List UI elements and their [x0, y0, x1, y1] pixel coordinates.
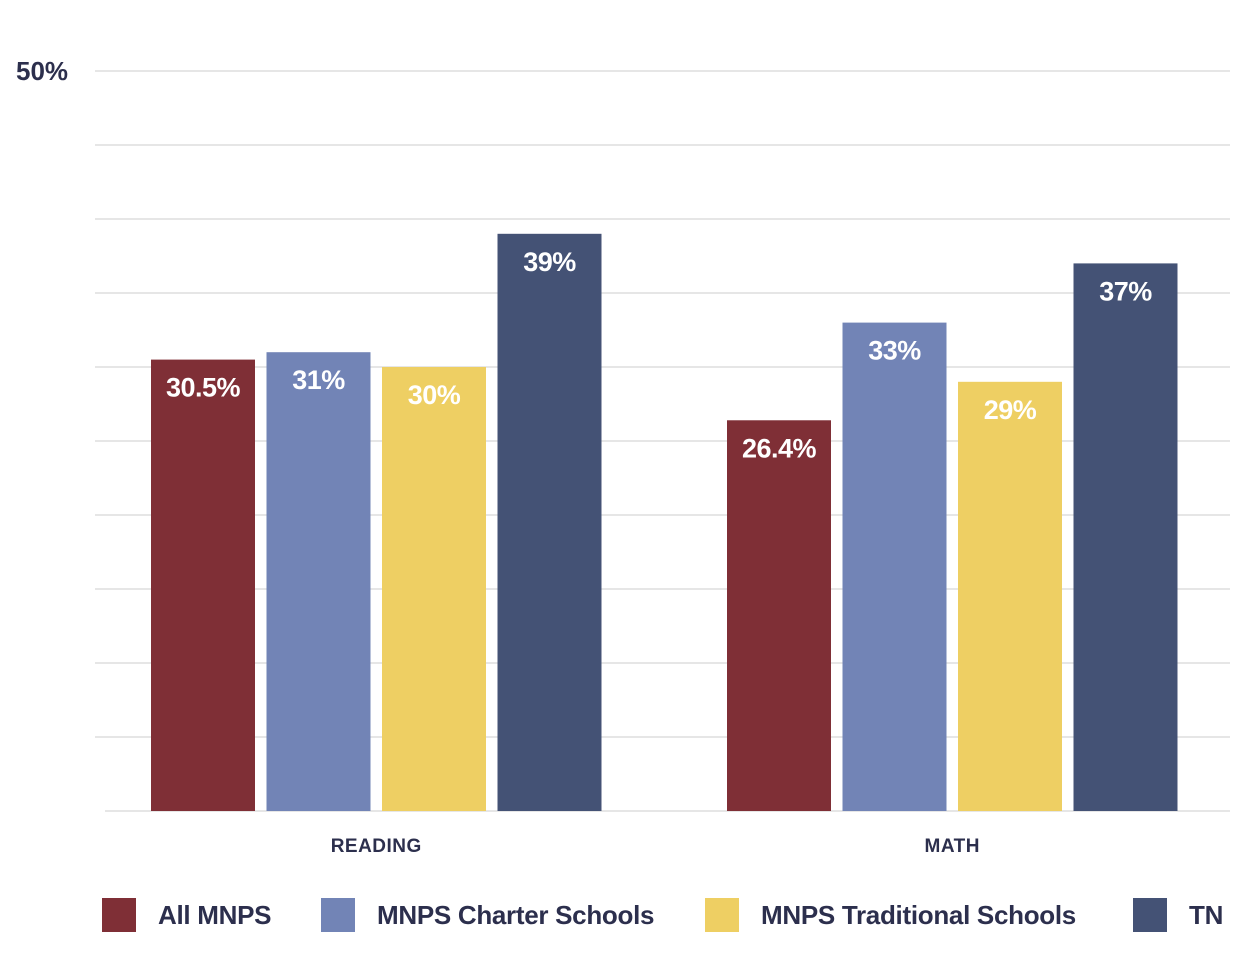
bar-mnps-traditional-schools-reading: [382, 367, 486, 811]
data-label: 26.4%: [742, 433, 817, 463]
x-category-label: MATH: [925, 836, 980, 857]
legend-item: MNPS Charter Schools: [321, 890, 654, 940]
legend-swatch: [321, 898, 355, 932]
chart-canvas: 50% 30.5% 31% 30% 39% READING 26.4% 33% 29% 37% MA…: [16, 56, 1230, 857]
bar-tn-reading: [497, 233, 602, 812]
data-label: 37%: [1099, 276, 1152, 306]
legend-item: All MNPS: [102, 890, 271, 940]
data-label: 31%: [292, 365, 345, 395]
data-label: 30.5%: [166, 373, 241, 403]
legend-item: TN: [1133, 890, 1223, 940]
data-label: 29%: [984, 395, 1037, 425]
bar-mnps-traditional-schools-math: [958, 381, 1062, 811]
legend-swatch: [1133, 898, 1167, 932]
x-category-label: READING: [331, 836, 422, 857]
data-label: 30%: [408, 380, 461, 410]
legend-label: TN: [1189, 899, 1224, 930]
legend-swatch: [705, 898, 739, 932]
bar-mnps-charter-schools-math: [842, 322, 947, 811]
bar-mnps-charter-schools-reading: [266, 352, 371, 811]
legend-label: All MNPS: [158, 899, 272, 930]
bar-all-mnps-reading: [151, 359, 255, 811]
legend-label: MNPS Charter Schools: [377, 899, 655, 930]
data-label: 33%: [868, 336, 921, 366]
legend-item: MNPS Traditional Schools: [705, 890, 1076, 940]
data-label: 39%: [523, 247, 576, 277]
legend-swatch: [102, 898, 136, 932]
bar-all-mnps-math: [727, 420, 831, 811]
legend-label: MNPS Traditional Schools: [761, 899, 1076, 930]
chart-legend: All MNPS MNPS Charter Schools MNPS Traditi…: [0, 890, 1250, 940]
y-tick-label: 50%: [16, 56, 68, 86]
bar-tn-math: [1073, 263, 1178, 811]
